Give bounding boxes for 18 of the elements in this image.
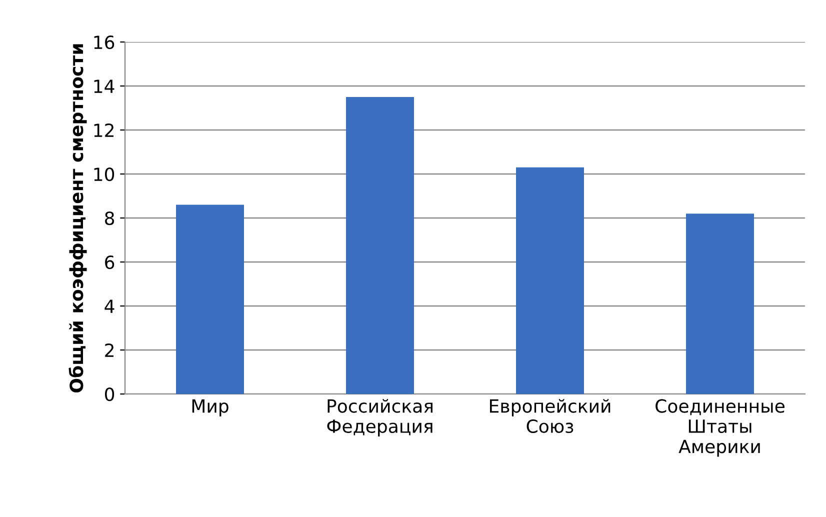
bar	[346, 97, 414, 394]
y-tick-label: 2	[105, 343, 114, 357]
bar	[176, 204, 244, 394]
y-tick-label: 14	[94, 80, 114, 93]
y-tick-label: 0	[104, 387, 114, 402]
bar	[516, 167, 584, 394]
bar	[686, 214, 754, 394]
y-tick-label: 16	[94, 35, 114, 50]
x-tick-label: Европейский Союз	[490, 398, 610, 434]
y-tick-label: 12	[94, 123, 114, 137]
y-tick-label: 6	[105, 255, 114, 270]
x-tick-label: Мир	[192, 399, 228, 416]
y-tick-label: 4	[104, 300, 114, 313]
y-tick-label: 8	[105, 211, 114, 226]
x-tick-label: Российская Федерация	[327, 398, 432, 437]
x-tick-label: Соединенные Штаты Америки	[656, 399, 784, 457]
y-tick-label: 10	[94, 167, 114, 182]
y-axis-title: Общий коэффициент смертности	[68, 44, 87, 392]
